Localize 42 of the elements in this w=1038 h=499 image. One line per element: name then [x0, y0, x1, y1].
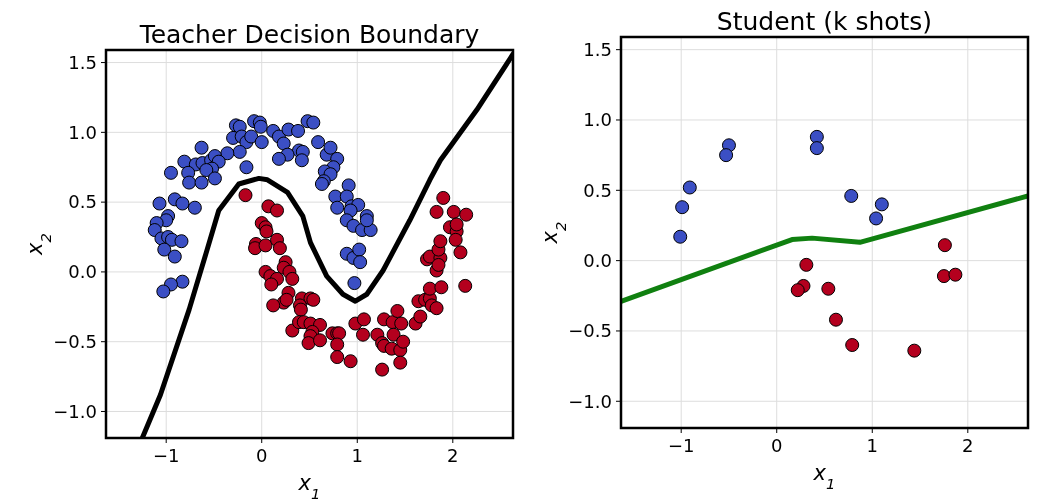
point: [948, 267, 963, 282]
point: [799, 257, 814, 272]
point: [673, 229, 688, 244]
x-axis-title: x$_{1}$: [297, 471, 321, 499]
x-tick-label: −1: [152, 445, 180, 466]
point: [828, 312, 843, 327]
y-tick-label: 1.0: [583, 109, 612, 131]
point: [936, 269, 951, 284]
y-tick-label: 0.5: [583, 179, 612, 201]
point: [937, 238, 952, 253]
point: [682, 180, 697, 195]
point: [821, 281, 836, 296]
point: [809, 129, 824, 144]
y-tick-label: 1.0: [68, 121, 97, 143]
point: [907, 343, 922, 358]
y-tick-label: −1.0: [568, 390, 612, 412]
point: [790, 283, 805, 298]
point: [719, 148, 734, 163]
chart-title: Teacher Decision Boundary: [138, 20, 480, 49]
y-tick-label: −0.5: [53, 331, 97, 352]
x-tick-label: 1: [866, 435, 878, 456]
y-tick-label: −0.5: [568, 320, 612, 342]
point: [869, 211, 884, 226]
y-tick-label: 1.5: [68, 51, 97, 73]
x-tick-label: 0: [771, 435, 783, 456]
y-tick-label: 0.0: [68, 261, 97, 283]
x-tick-label: 2: [447, 445, 459, 466]
point: [675, 200, 690, 215]
point: [809, 141, 824, 156]
point: [874, 197, 889, 212]
x-tick-label: 1: [351, 445, 363, 466]
x-tick-label: 2: [962, 435, 974, 456]
point: [844, 188, 859, 203]
y-tick-label: 1.5: [583, 38, 612, 60]
y-tick-label: −1.0: [53, 400, 97, 422]
x-tick-label: −1: [667, 435, 695, 456]
x-tick-label: 0: [256, 445, 268, 466]
point: [845, 338, 860, 353]
x-axis-title: x$_{1}$: [812, 461, 836, 492]
y-tick-label: 0.5: [68, 191, 97, 213]
chart-title: Student (k shots): [716, 7, 933, 36]
y-tick-label: 0.0: [583, 249, 612, 271]
